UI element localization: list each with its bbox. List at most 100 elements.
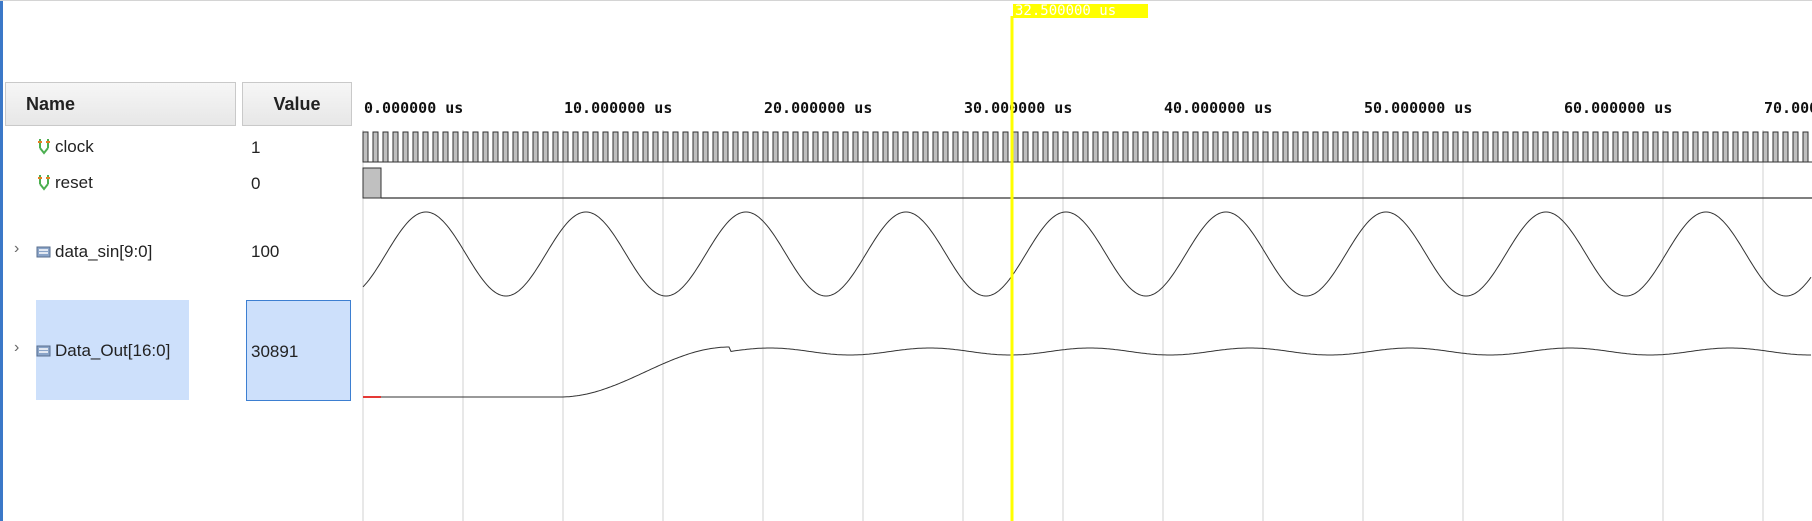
clock-high-pulse [1502,131,1509,163]
clock-high-pulse [1042,131,1049,163]
clock-high-pulse [1082,131,1089,163]
signal-value: 30891 [251,342,299,361]
signal-name: clock [55,137,94,156]
clock-high-pulse [542,131,549,163]
clock-high-pulse [1472,131,1479,163]
clock-high-pulse [1102,131,1109,163]
clock-high-pulse [1002,131,1009,163]
expand-chevron-icon[interactable]: › [14,339,20,356]
clock-high-pulse [432,131,439,163]
clock-high-pulse [1652,131,1659,163]
bit-signal-icon [38,139,50,155]
clock-high-pulse [632,131,639,163]
clock-high-pulse [1572,131,1579,163]
clock-high-pulse [812,131,819,163]
signal-row-clock[interactable]: clock [36,134,94,160]
clock-high-pulse [1412,131,1419,163]
name-column-header[interactable]: Name [5,82,236,126]
clock-high-pulse [992,131,999,163]
clock-high-pulse [1312,131,1319,163]
time-cursor-label[interactable]: 32.500000 us [1013,4,1148,18]
clock-high-pulse [372,131,379,163]
clock-high-pulse [1372,131,1379,163]
clock-high-pulse [732,131,739,163]
clock-high-pulse [1512,131,1519,163]
clock-high-pulse [692,131,699,163]
clock-high-pulse [492,131,499,163]
clock-high-pulse [772,131,779,163]
clock-high-pulse [1192,131,1199,163]
time-tick-label: 30.000000 us [964,99,1072,117]
clock-high-pulse [1422,131,1429,163]
clock-high-pulse [1452,131,1459,163]
clock-high-pulse [832,131,839,163]
clock-high-pulse [1092,131,1099,163]
clock-high-pulse [1172,131,1179,163]
clock-high-pulse [1762,131,1769,163]
clock-high-pulse [1772,131,1779,163]
clock-high-pulse [702,131,709,163]
clock-high-pulse [592,131,599,163]
clock-high-pulse [922,131,929,163]
clock-high-pulse [572,131,579,163]
clock-high-pulse [1362,131,1369,163]
clock-high-pulse [852,131,859,163]
clock-high-pulse [602,131,609,163]
data-out-waveform[interactable] [381,346,1811,398]
bus-signal-icon [36,246,51,258]
data-sin-waveform[interactable] [362,211,1812,297]
clock-high-pulse [1492,131,1499,163]
clock-high-pulse [1012,131,1019,163]
clock-high-pulse [582,131,589,163]
signal-row-data-out[interactable]: Data_Out[16:0] [36,338,170,364]
clock-high-pulse [1792,131,1799,163]
bus-signal-icon [36,345,51,357]
clock-high-pulse [1242,131,1249,163]
time-tick-label: 40.000000 us [1164,99,1272,117]
clock-high-pulse [452,131,459,163]
expand-chevron-icon[interactable]: › [14,240,20,257]
clock-high-pulse [552,131,559,163]
time-axis: 0.000000 us 10.000000 us 20.000000 us 30… [364,99,1812,117]
clock-high-pulse [382,131,389,163]
clock-high-pulse [842,131,849,163]
clock-high-pulse [502,131,509,163]
clock-high-pulse [962,131,969,163]
clock-high-pulse [522,131,529,163]
reset-waveform[interactable] [362,167,1812,199]
clock-high-pulse [1182,131,1189,163]
clock-high-pulse [1732,131,1739,163]
signal-value: 0 [251,174,261,193]
time-tick-label: 60.000000 us [1564,99,1672,117]
value-column-header[interactable]: Value [242,82,352,126]
signal-row-reset[interactable]: reset [36,170,93,196]
clock-high-pulse [652,131,659,163]
clock-waveform[interactable] [362,131,1812,163]
clock-high-pulse [1722,131,1729,163]
clock-high-pulse [1252,131,1259,163]
clock-high-pulse [1782,131,1789,163]
signal-name: reset [55,173,93,192]
clock-high-pulse [1752,131,1759,163]
clock-high-pulse [1612,131,1619,163]
clock-high-pulse [1122,131,1129,163]
signal-value: 100 [251,242,280,261]
clock-high-pulse [1262,131,1269,163]
clock-high-pulse [1292,131,1299,163]
clock-high-pulse [942,131,949,163]
bit-signal-icon [38,175,50,191]
signal-row-data-sin[interactable]: data_sin[9:0] [36,239,152,265]
clock-high-pulse [792,131,799,163]
clock-high-pulse [1542,131,1549,163]
clock-high-pulse [482,131,489,163]
clock-high-pulse [762,131,769,163]
clock-high-pulse [1592,131,1599,163]
clock-high-pulse [1382,131,1389,163]
clock-high-pulse [1702,131,1709,163]
clock-high-pulse [1152,131,1159,163]
clock-high-pulse [392,131,399,163]
clock-high-pulse [932,131,939,163]
time-grid [362,130,1764,521]
clock-high-pulse [422,131,429,163]
